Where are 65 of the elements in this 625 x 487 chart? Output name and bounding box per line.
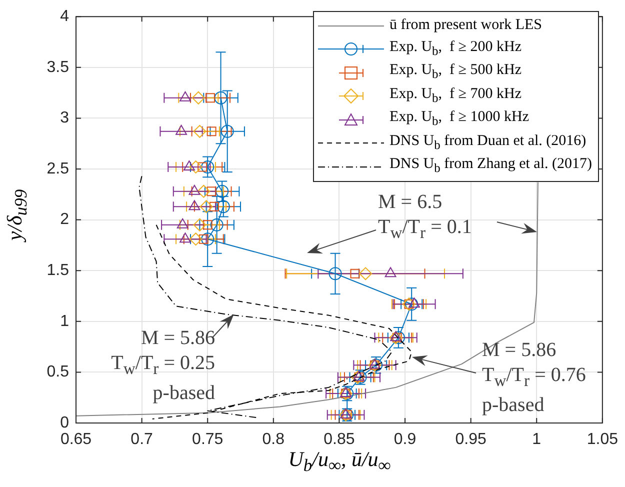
point xyxy=(220,124,234,138)
legend-label: DNS U$_{b}$ from Duan et al. (2016) xyxy=(390,132,586,154)
y-tick-label: 2 xyxy=(60,211,70,228)
point xyxy=(205,93,215,103)
point xyxy=(202,220,212,230)
point xyxy=(193,124,206,138)
point xyxy=(192,91,205,104)
point xyxy=(206,186,216,196)
point xyxy=(214,91,228,104)
x-axis-title: U$_{b}$/u$_{∞}$, ū/u$_{∞}$ xyxy=(287,447,392,476)
x-tick-label: 0.75 xyxy=(192,431,224,448)
point xyxy=(216,200,230,214)
point xyxy=(188,200,200,210)
y-tick-label: 0.5 xyxy=(46,364,70,381)
x-tick-label: 0.95 xyxy=(455,431,486,448)
point xyxy=(328,267,342,280)
point xyxy=(189,232,202,246)
y-tick-label: 4 xyxy=(60,8,70,26)
point xyxy=(180,91,191,102)
point xyxy=(209,202,219,212)
point xyxy=(210,218,224,232)
point xyxy=(201,160,214,174)
legend-label: DNS U$_{b}$ from Zhang et al. (2017) xyxy=(390,155,592,178)
legend-label: Exp. U$_{b}$, f ≥ 700 kHz xyxy=(390,84,522,107)
x-tick-label: 0.85 xyxy=(324,431,355,448)
y-tick-label: 2.5 xyxy=(46,160,70,178)
point xyxy=(197,184,210,198)
annotation: M = 5.86 T$_{w}$/T$_{r}$ = 0.76 p-based xyxy=(482,338,586,418)
point xyxy=(206,126,216,136)
point xyxy=(408,298,420,308)
x-tick-label: 0.9 xyxy=(394,431,416,448)
legend-label: Exp. U$_{b}$, f ≥ 1000 kHz xyxy=(390,108,529,130)
x-tick-label: 0.7 xyxy=(130,431,154,448)
legend-label: ū from present work LES xyxy=(390,16,542,36)
y-tick-label: 0 xyxy=(60,414,70,432)
point xyxy=(389,331,402,344)
point xyxy=(392,331,405,344)
y-tick-label: 3.5 xyxy=(46,58,70,76)
point xyxy=(183,160,195,170)
point xyxy=(384,267,396,278)
point xyxy=(176,124,187,135)
point xyxy=(180,232,191,243)
y-tick-label: 1 xyxy=(60,312,70,330)
x-tick-label: 0.65 xyxy=(60,431,92,448)
legend-label: Exp. U$_{b}$, f ≥ 500 kHz xyxy=(390,61,522,84)
annotation: M = 5.86 T$_{w}$/T$_{r}$ = 0.25 p-based xyxy=(111,326,215,406)
x-tick-label: 0.8 xyxy=(262,431,285,448)
point xyxy=(359,267,372,280)
point xyxy=(200,200,213,214)
point xyxy=(198,162,208,172)
point xyxy=(201,232,214,246)
point xyxy=(193,218,206,232)
point xyxy=(189,160,202,174)
y-tick-label: 1.5 xyxy=(46,262,70,280)
point xyxy=(176,218,188,228)
legend-label: Exp. U$_{b}$, f ≥ 200 kHz xyxy=(390,38,522,60)
y-tick-label: 3 xyxy=(60,110,70,127)
point xyxy=(350,268,360,278)
x-tick-label: 1.05 xyxy=(586,431,618,448)
x-tick-label: 1 xyxy=(532,431,542,448)
point xyxy=(351,370,364,384)
annotation: M = 6.5 T$_{w}$/T$_{r}$ = 0.1 xyxy=(378,190,472,244)
point xyxy=(216,184,229,198)
point xyxy=(405,298,418,311)
point xyxy=(188,184,200,195)
